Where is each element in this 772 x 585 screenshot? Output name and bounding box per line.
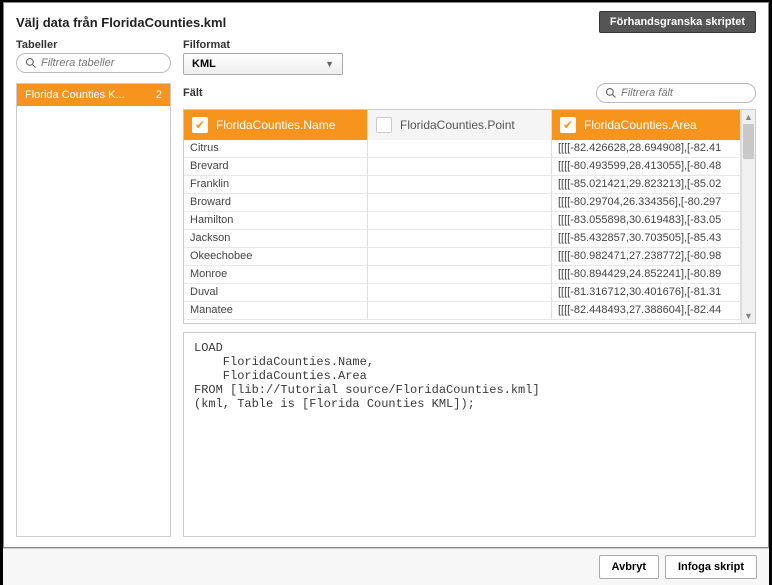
table-cell: Monroe xyxy=(184,266,368,284)
grid-body: Citrus[[[[-82.426628,28.694908],[-82.41B… xyxy=(184,140,741,320)
table-row[interactable]: Okeechobee [[[[-80.982471,27.238772],[-80… xyxy=(184,248,741,266)
table-cell xyxy=(368,140,552,158)
table-cell xyxy=(368,248,552,266)
table-cell: Duval xyxy=(184,284,368,302)
table-cell: [[[[-80.493599,28.413055],[-80.48 xyxy=(552,158,741,176)
table-cell: Brevard xyxy=(184,158,368,176)
chevron-down-icon: ▼ xyxy=(325,59,334,69)
table-cell xyxy=(368,176,552,194)
table-cell: Manatee xyxy=(184,302,368,320)
table-row[interactable]: Monroe [[[[-80.894429,24.852241],[-80.89 xyxy=(184,266,741,284)
search-icon xyxy=(605,87,617,99)
column-name: FloridaCounties.Point xyxy=(400,118,515,132)
scroll-track[interactable] xyxy=(742,124,755,309)
fields-filter[interactable] xyxy=(596,83,756,103)
cancel-button[interactable]: Avbryt xyxy=(599,555,659,579)
table-row[interactable]: Duval [[[[-81.316712,30.401676],[-81.31 xyxy=(184,284,741,302)
data-select-dialog: Välj data från FloridaCounties.kml Förha… xyxy=(3,2,769,548)
grid-header: ✔ FloridaCounties.Name FloridaCounties.P… xyxy=(184,110,741,140)
dialog-footer: Avbryt Infoga skript xyxy=(3,548,769,585)
table-row[interactable]: Broward [[[[-80.29704,26.334356],[-80.297 xyxy=(184,194,741,212)
table-cell xyxy=(368,230,552,248)
fields-label: Fält xyxy=(183,87,203,99)
table-cell xyxy=(368,284,552,302)
script-preview: LOAD FloridaCounties.Name, FloridaCounti… xyxy=(183,332,756,537)
tables-label: Tabeller xyxy=(16,39,171,51)
tables-filter-input[interactable] xyxy=(41,57,162,69)
dialog-body: Florida Counties K... 2 Fält ✔ FloridaCo… xyxy=(4,75,768,547)
table-cell: [[[[-82.448493,27.388604],[-82.44 xyxy=(552,302,741,320)
column-name: FloridaCounties.Area xyxy=(584,118,697,132)
table-cell: Citrus xyxy=(184,140,368,158)
column-header[interactable]: FloridaCounties.Point xyxy=(368,110,552,140)
dialog-header: Välj data från FloridaCounties.kml Förha… xyxy=(4,3,768,39)
scroll-up-icon[interactable]: ▲ xyxy=(742,110,755,124)
table-cell xyxy=(368,212,552,230)
top-controls: Tabeller Filformat KML ▼ xyxy=(4,39,768,75)
scroll-down-icon[interactable]: ▼ xyxy=(742,309,755,323)
table-cell xyxy=(368,302,552,320)
table-cell: Jackson xyxy=(184,230,368,248)
table-cell: [[[[-80.982471,27.238772],[-80.98 xyxy=(552,248,741,266)
column-header[interactable]: ✔ FloridaCounties.Name xyxy=(184,110,368,140)
table-row[interactable]: Franklin [[[[-85.021421,29.823213],[-85.0… xyxy=(184,176,741,194)
insert-script-button[interactable]: Infoga skript xyxy=(665,555,757,579)
table-cell: [[[[-80.29704,26.334356],[-80.297 xyxy=(552,194,741,212)
table-cell: [[[[-82.426628,28.694908],[-82.41 xyxy=(552,140,741,158)
tables-panel: Florida Counties K... 2 xyxy=(16,83,171,537)
table-item-name: Florida Counties K... xyxy=(25,89,125,101)
table-cell: [[[[-81.316712,30.401676],[-81.31 xyxy=(552,284,741,302)
table-item[interactable]: Florida Counties K... 2 xyxy=(17,84,170,106)
dialog-title: Välj data från FloridaCounties.kml xyxy=(16,15,226,30)
table-row[interactable]: Jackson [[[[-85.432857,30.703505],[-85.43 xyxy=(184,230,741,248)
table-row[interactable]: Hamilton [[[[-83.055898,30.619483],[-83.0… xyxy=(184,212,741,230)
table-row[interactable]: Citrus [[[[-82.426628,28.694908],[-82.41 xyxy=(184,140,741,158)
preview-script-button[interactable]: Förhandsgranska skriptet xyxy=(599,11,756,33)
table-row[interactable]: Brevard [[[[-80.493599,28.413055],[-80.48 xyxy=(184,158,741,176)
table-cell xyxy=(368,194,552,212)
column-header[interactable]: ✔ FloridaCounties.Area xyxy=(552,110,741,140)
fileformat-value: KML xyxy=(192,58,216,70)
fields-grid: ✔ FloridaCounties.Name FloridaCounties.P… xyxy=(183,109,756,324)
table-cell xyxy=(368,266,552,284)
fileformat-select[interactable]: KML ▼ xyxy=(183,53,343,75)
table-cell: [[[[-80.894429,24.852241],[-80.89 xyxy=(552,266,741,284)
table-row[interactable]: Manatee [[[[-82.448493,27.388604],[-82.44 xyxy=(184,302,741,320)
fields-header: Fält xyxy=(183,83,756,103)
checkbox-checked-icon[interactable]: ✔ xyxy=(560,117,576,133)
table-cell xyxy=(368,158,552,176)
checkbox-unchecked-icon[interactable] xyxy=(376,117,392,133)
table-cell: Okeechobee xyxy=(184,248,368,266)
table-cell: [[[[-83.055898,30.619483],[-83.05 xyxy=(552,212,741,230)
table-cell: [[[[-85.021421,29.823213],[-85.02 xyxy=(552,176,741,194)
checkbox-checked-icon[interactable]: ✔ xyxy=(192,117,208,133)
vertical-scrollbar[interactable]: ▲ ▼ xyxy=(741,110,755,323)
search-icon xyxy=(25,57,37,69)
table-cell: Broward xyxy=(184,194,368,212)
table-cell: [[[[-85.432857,30.703505],[-85.43 xyxy=(552,230,741,248)
fileformat-label: Filformat xyxy=(183,39,756,51)
fields-filter-input[interactable] xyxy=(621,87,747,99)
fields-panel: Fält ✔ FloridaCounties.Name F xyxy=(183,83,756,537)
scroll-thumb[interactable] xyxy=(743,124,754,159)
table-item-count: 2 xyxy=(156,89,162,101)
tables-filter[interactable] xyxy=(16,53,171,73)
column-name: FloridaCounties.Name xyxy=(216,118,335,132)
table-cell: Hamilton xyxy=(184,212,368,230)
table-cell: Franklin xyxy=(184,176,368,194)
